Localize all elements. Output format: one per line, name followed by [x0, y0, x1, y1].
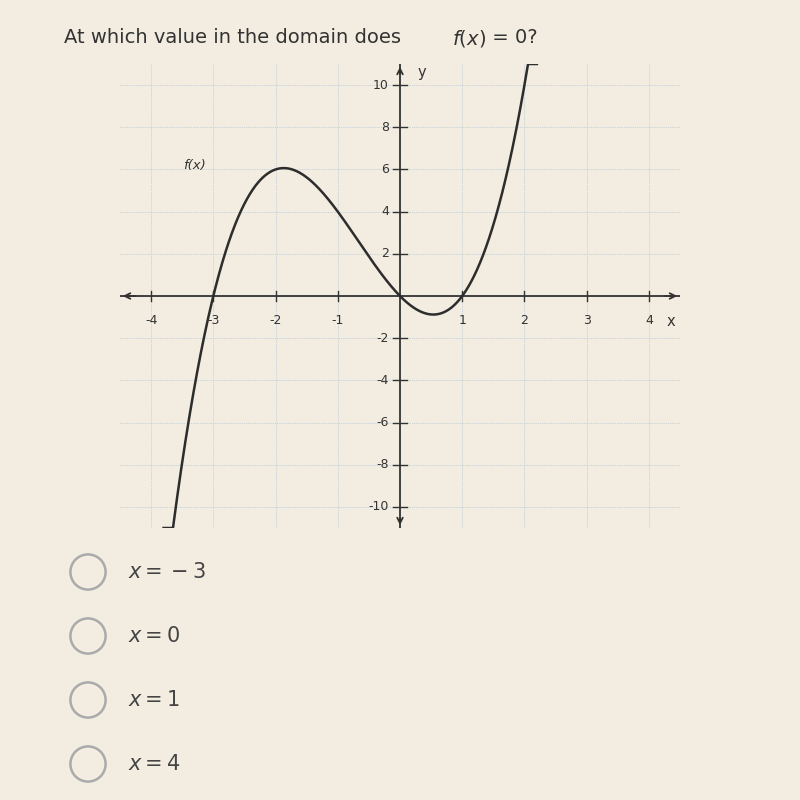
Text: -6: -6: [377, 416, 389, 429]
Text: -8: -8: [376, 458, 389, 471]
Text: $x = 4$: $x = 4$: [128, 754, 181, 774]
Text: At which value in the domain does: At which value in the domain does: [64, 28, 407, 47]
Text: = 0?: = 0?: [486, 28, 538, 47]
Text: 1: 1: [458, 314, 466, 327]
Text: $x = 1$: $x = 1$: [128, 690, 180, 710]
Text: -1: -1: [331, 314, 344, 327]
Text: 2: 2: [521, 314, 528, 327]
Text: 8: 8: [381, 121, 389, 134]
Text: -4: -4: [377, 374, 389, 387]
Text: $f(x)$: $f(x)$: [452, 28, 486, 49]
Text: $x = -3$: $x = -3$: [128, 562, 206, 582]
Text: f(x): f(x): [183, 158, 206, 172]
Text: y: y: [418, 65, 426, 80]
Text: 3: 3: [582, 314, 590, 327]
Text: -4: -4: [145, 314, 158, 327]
Text: 2: 2: [381, 247, 389, 260]
Text: 6: 6: [381, 163, 389, 176]
Text: 10: 10: [373, 78, 389, 91]
Text: -2: -2: [270, 314, 282, 327]
Text: 4: 4: [645, 314, 653, 327]
Text: 4: 4: [381, 205, 389, 218]
Text: -2: -2: [377, 332, 389, 345]
Text: -10: -10: [369, 501, 389, 514]
Text: x: x: [666, 314, 675, 329]
Text: $x = 0$: $x = 0$: [128, 626, 181, 646]
Text: -3: -3: [207, 314, 219, 327]
